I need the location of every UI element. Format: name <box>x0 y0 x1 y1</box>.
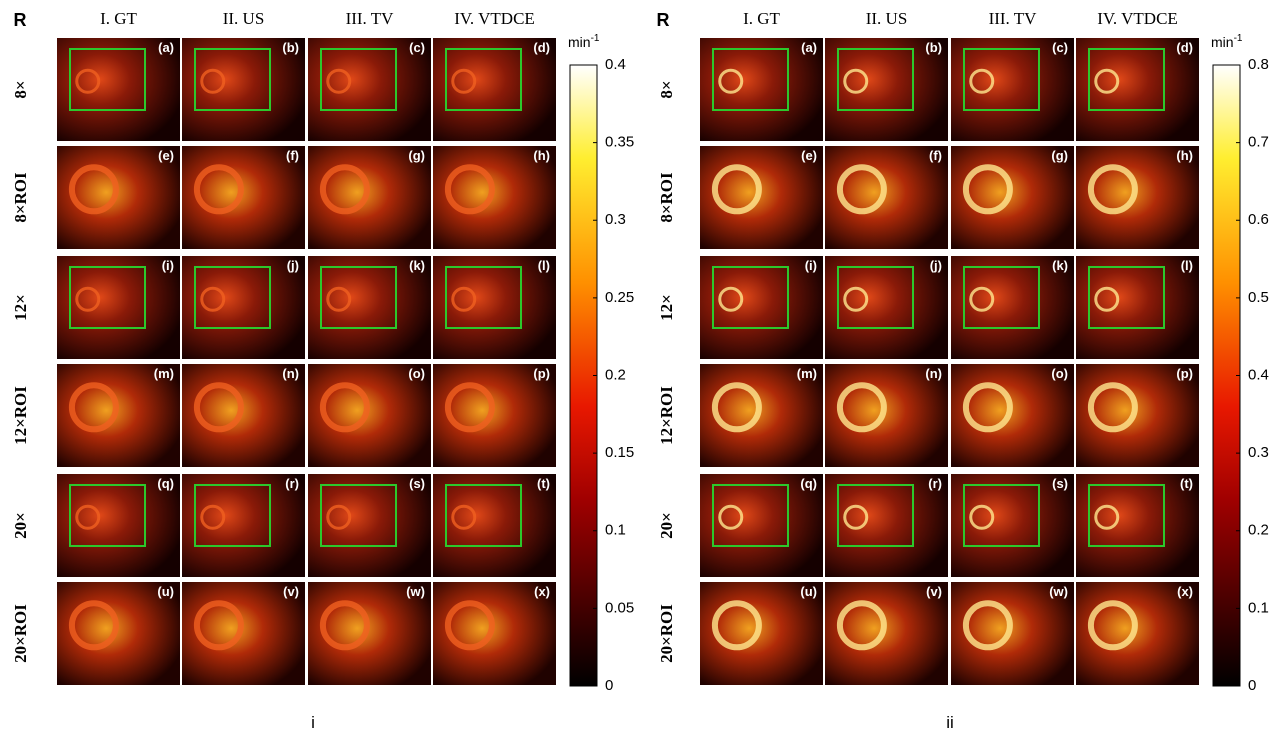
row-label: 12×ROI <box>11 386 30 445</box>
row-label: 8× <box>11 80 30 98</box>
row-label: 20×ROI <box>657 604 676 663</box>
row-label: 20×ROI <box>11 604 30 663</box>
column-header: I. GT <box>100 9 137 28</box>
image-label: (i) <box>162 258 174 273</box>
image-label: (d) <box>533 40 550 55</box>
column-header: IV. VTDCE <box>1097 9 1178 28</box>
figure: R I. GT II. US III. TV IV. VTDCE 8× 8×ROI 12× 12… <box>0 0 1282 735</box>
image-label: (f) <box>929 148 942 163</box>
image-label: (s) <box>409 476 425 491</box>
colorbar-unit: min-1 <box>568 33 600 50</box>
image-label: (h) <box>533 148 550 163</box>
row-label: 8×ROI <box>657 172 676 223</box>
image-label: (r) <box>928 476 942 491</box>
image-label: (r) <box>285 476 299 491</box>
colorbar-tick-label: 0.1 <box>1248 599 1269 616</box>
image-label: (j) <box>287 258 299 273</box>
image-label: (a) <box>801 40 817 55</box>
image-label: (v) <box>283 584 299 599</box>
column-header: I. GT <box>743 9 780 28</box>
image-label: (t) <box>537 476 550 491</box>
image-label: (t) <box>1180 476 1193 491</box>
colorbar-tick-label: 0.8 <box>1248 56 1269 73</box>
colorbar-tick-label: 0.3 <box>1248 444 1269 461</box>
colorbar-tick-label: 0.6 <box>1248 211 1269 228</box>
image-label: (g) <box>1051 148 1068 163</box>
colorbar-unit-exponent: -1 <box>591 33 600 44</box>
row-label: 20× <box>657 512 676 539</box>
image-label: (k) <box>1052 258 1068 273</box>
corner-label: R <box>14 10 27 30</box>
image-label: (u) <box>800 584 817 599</box>
image-label: (j) <box>930 258 942 273</box>
image-label: (x) <box>1177 584 1193 599</box>
colorbar <box>1213 65 1240 686</box>
colorbar-tick-label: 0 <box>1248 677 1256 694</box>
panel-caption: i <box>311 713 315 732</box>
image-label: (o) <box>1051 366 1068 381</box>
image-label: (m) <box>797 366 817 381</box>
colorbar-tick-label: 0.4 <box>1248 366 1269 383</box>
image-label: (w) <box>1049 584 1068 599</box>
colorbar-tick-label: 0.25 <box>605 289 634 306</box>
image-label: (c) <box>409 40 425 55</box>
image-label: (u) <box>157 584 174 599</box>
colorbar-unit-exponent: -1 <box>1234 33 1243 44</box>
image-label: (k) <box>409 258 425 273</box>
colorbar-unit: min-1 <box>1211 33 1243 50</box>
image-label: (f) <box>286 148 299 163</box>
image-label: (x) <box>534 584 550 599</box>
row-label: 12×ROI <box>657 386 676 445</box>
colorbar-tick-label: 0.5 <box>1248 289 1269 306</box>
image-label: (e) <box>158 148 174 163</box>
image-label: (b) <box>925 40 942 55</box>
image-label: (c) <box>1052 40 1068 55</box>
colorbar-tick-label: 0.3 <box>605 211 626 228</box>
row-label: 8× <box>657 80 676 98</box>
column-header: II. US <box>223 9 265 28</box>
colorbar-tick-label: 0.2 <box>605 366 626 383</box>
image-label: (l) <box>538 258 550 273</box>
colorbar-tick-label: 0.4 <box>605 56 626 73</box>
image-label: (h) <box>1176 148 1193 163</box>
colorbar-tick-label: 0.1 <box>605 522 626 539</box>
image-label: (e) <box>801 148 817 163</box>
corner-label: R <box>657 10 670 30</box>
image-label: (q) <box>800 476 817 491</box>
image-label: (d) <box>1176 40 1193 55</box>
image-label: (p) <box>1176 366 1193 381</box>
colorbar-tick-label: 0.7 <box>1248 134 1269 151</box>
colorbar <box>570 65 597 686</box>
column-header: III. TV <box>989 9 1038 28</box>
colorbar-tick-label: 0.2 <box>1248 522 1269 539</box>
image-label: (l) <box>1181 258 1193 273</box>
image-label: (b) <box>282 40 299 55</box>
image-label: (n) <box>925 366 942 381</box>
column-header: III. TV <box>346 9 395 28</box>
image-label: (m) <box>154 366 174 381</box>
image-label: (o) <box>408 366 425 381</box>
column-header: II. US <box>866 9 908 28</box>
image-label: (n) <box>282 366 299 381</box>
image-label: (s) <box>1052 476 1068 491</box>
colorbar-tick-label: 0.35 <box>605 134 634 151</box>
image-label: (w) <box>406 584 425 599</box>
row-label: 12× <box>11 294 30 321</box>
image-label: (q) <box>157 476 174 491</box>
panel-caption: ii <box>946 713 954 732</box>
column-header: IV. VTDCE <box>454 9 535 28</box>
image-label: (v) <box>926 584 942 599</box>
colorbar-tick-label: 0 <box>605 677 613 694</box>
row-label: 12× <box>657 294 676 321</box>
image-label: (i) <box>805 258 817 273</box>
image-label: (g) <box>408 148 425 163</box>
colorbar-tick-label: 0.05 <box>605 599 634 616</box>
image-label: (a) <box>158 40 174 55</box>
colorbar-tick-label: 0.15 <box>605 444 634 461</box>
row-label: 8×ROI <box>11 172 30 223</box>
image-label: (p) <box>533 366 550 381</box>
row-label: 20× <box>11 512 30 539</box>
